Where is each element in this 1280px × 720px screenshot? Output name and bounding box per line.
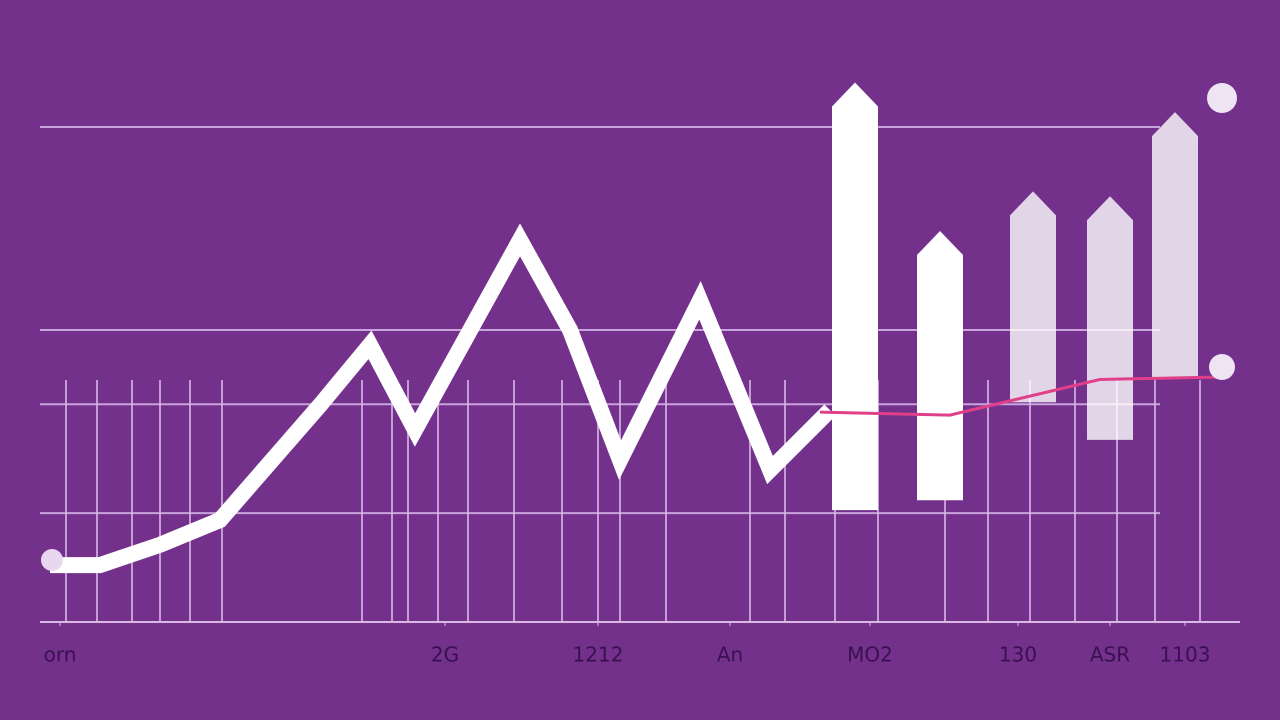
x-tick-label: 2G (431, 643, 459, 667)
x-tick-label: 130 (999, 643, 1037, 667)
bar (1152, 112, 1198, 379)
drop-lines (65, 380, 1201, 622)
line (50, 223, 836, 574)
dot (1209, 354, 1235, 380)
bar (832, 82, 878, 511)
x-tick-label: orn (44, 643, 77, 667)
bar (1010, 191, 1056, 403)
x-tick-label: An (717, 643, 743, 667)
x-tick-label: 1103 (1160, 643, 1211, 667)
x-labels: orn 2G 1212 An MO2 130 ASR 1103 (44, 622, 1211, 667)
x-tick-label: 1212 (573, 643, 624, 667)
bar (917, 230, 963, 501)
marks (50, 82, 1221, 574)
dot (1207, 83, 1237, 113)
x-tick-label: ASR (1090, 643, 1130, 667)
bar (1087, 196, 1133, 440)
line (819, 375, 1221, 417)
dot (41, 549, 63, 571)
x-tick-label: MO2 (847, 643, 893, 667)
